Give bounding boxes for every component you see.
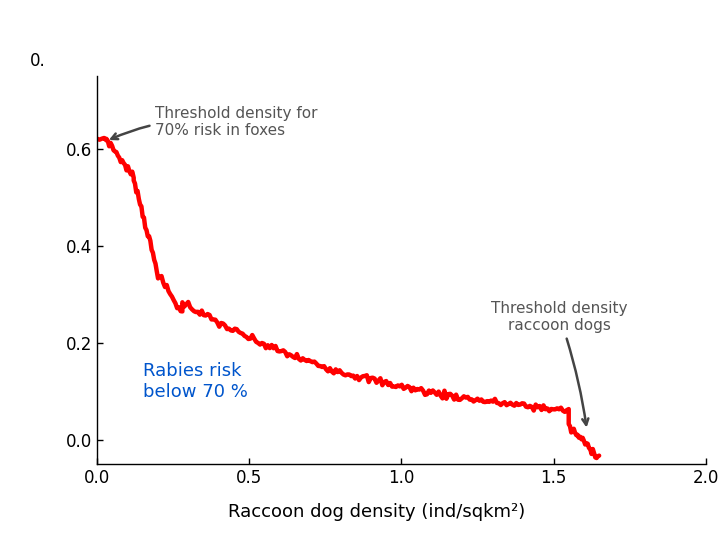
X-axis label: Raccoon dog density (ind/sqkm²): Raccoon dog density (ind/sqkm²) <box>228 503 526 521</box>
Text: 0.: 0. <box>30 52 45 70</box>
Text: ®: ® <box>678 497 686 506</box>
Text: Threshold density
raccoon dogs: Threshold density raccoon dogs <box>491 301 628 425</box>
Text: al: al <box>647 506 668 526</box>
Text: Threshold density for
70% risk in foxes: Threshold density for 70% risk in foxes <box>112 106 318 139</box>
Text: Rabies risk
below 70 %: Rabies risk below 70 % <box>143 362 248 401</box>
Text: Joint threshold density for rabies risk: Joint threshold density for rabies risk <box>18 24 634 52</box>
